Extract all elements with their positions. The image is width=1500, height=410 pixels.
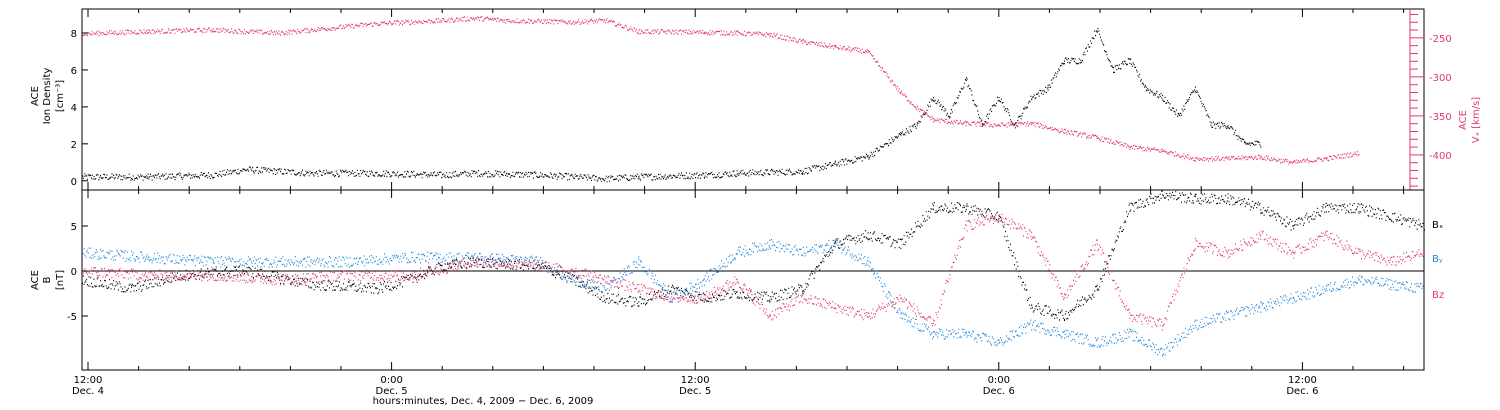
b-y-axis: -5 0 5: [67, 222, 88, 323]
xtick-date-label: Dec. 6: [983, 386, 1015, 397]
xtick-date-label: Dec. 4: [72, 386, 104, 397]
density-y-axis-label: ACE Ion Density [cm⁻³]: [30, 68, 66, 125]
ion-density-series: [82, 27, 1262, 183]
vx-ylabel-line1: ACE: [1458, 110, 1469, 130]
xtick-time-label: 0:00: [380, 375, 402, 386]
vx-series: [82, 16, 1360, 165]
b-field-series: [82, 189, 1425, 357]
vx-y-axis: -250 -300 -350 -400: [1409, 9, 1452, 190]
vx-points: [82, 16, 1360, 165]
xtick-time-label: 12:00: [681, 375, 710, 386]
xtick-date-label: Dec. 5: [679, 386, 711, 397]
b-ytick-label: 0: [71, 267, 77, 278]
b-ylabel-line3: [nT]: [55, 270, 66, 290]
b-series-1: [82, 239, 1425, 357]
b-legend-entry: Bᵧ: [1432, 254, 1443, 265]
vx-ytick-label: -400: [1429, 151, 1452, 162]
b-legend-entry: Bₓ: [1432, 220, 1443, 231]
bottom-panel-frame: [81, 189, 1425, 371]
density-ylabel-line2: Ion Density: [42, 68, 53, 125]
density-ytick-label: 8: [71, 29, 77, 40]
b-ytick-label: -5: [67, 312, 77, 323]
density-ylabel-line1: ACE: [30, 86, 41, 106]
vx-y-axis-label: ACE Vₓ [km/s]: [1458, 97, 1482, 143]
density-ytick-label: 4: [71, 103, 77, 114]
xtick-date-label: Dec. 6: [1286, 386, 1318, 397]
xtick-time-label: 12:00: [1288, 375, 1317, 386]
vx-ytick-label: -300: [1429, 73, 1452, 84]
b-series-2: [82, 212, 1425, 331]
b-ytick-label: 5: [71, 222, 77, 233]
b-ylabel-line2: B: [42, 276, 53, 283]
xtick-time-label: 0:00: [988, 375, 1010, 386]
b-legend-entry: Bz: [1432, 290, 1444, 301]
vx-ylabel-line2: Vₓ [km/s]: [1471, 97, 1482, 143]
density-ylabel-line3: [cm⁻³]: [55, 80, 66, 112]
vx-ytick-label: -250: [1429, 34, 1452, 45]
magnetic-field-panel: -5 0 5 ACE B [nT] Bₓ Bᵧ Bz: [30, 189, 1444, 371]
time-axis-label: hours:minutes, Dec. 4, 2009 − Dec. 6, 20…: [373, 396, 594, 407]
density-ytick-label: 6: [71, 66, 77, 77]
density-ytick-label: 0: [71, 177, 77, 188]
density-ytick-label: 2: [71, 140, 77, 151]
b-ylabel-line1: ACE: [30, 270, 41, 290]
ion-density-vx-panel: 0 2 4 6 8 -250 -300 -350 -400 ACE Ion Density […: [30, 8, 1482, 191]
b-series-0: [82, 189, 1425, 321]
xtick-date-label: Dec. 5: [376, 386, 408, 397]
b-legend: Bₓ Bᵧ Bz: [1432, 220, 1444, 301]
density-y-axis: 0 2 4 6 8: [71, 29, 88, 188]
density-points: [82, 27, 1262, 183]
top-panel-frame: [81, 8, 1425, 191]
vx-ytick-label: -350: [1429, 112, 1452, 123]
b-y-axis-label: ACE B [nT]: [30, 270, 66, 290]
xtick-time-label: 12:00: [74, 375, 103, 386]
